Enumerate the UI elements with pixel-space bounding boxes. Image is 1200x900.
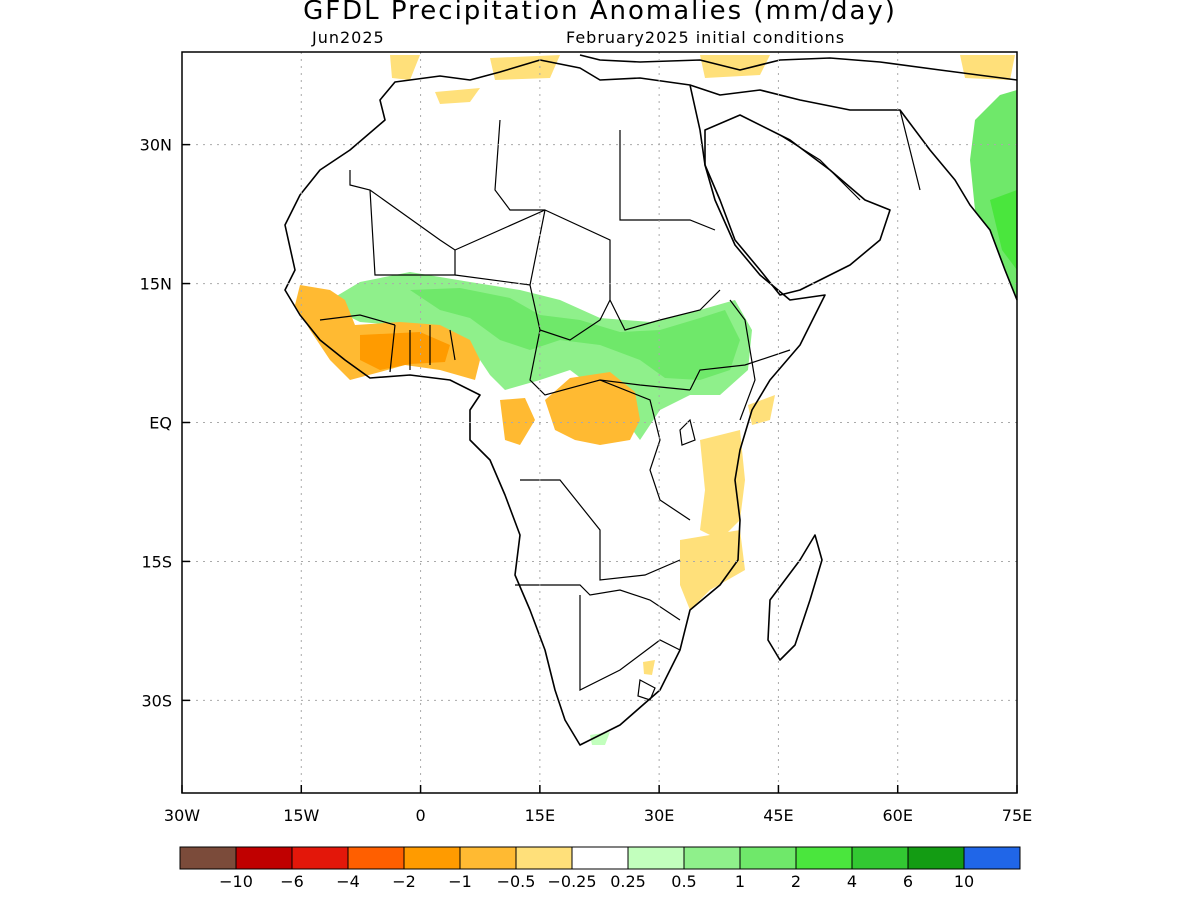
latitude-axis: 30N 15N EQ 15S 30S xyxy=(140,136,190,710)
colorbar-label: 4 xyxy=(847,872,857,891)
colorbar-swatch xyxy=(851,846,909,870)
colorbar-swatch xyxy=(907,846,965,870)
colorbar-label: −0.25 xyxy=(547,872,596,891)
colorbar-swatch xyxy=(235,846,293,870)
init-conditions-label: February2025 initial conditions xyxy=(566,28,846,47)
arabia-coastline xyxy=(704,114,891,296)
colorbar-label: 1 xyxy=(735,872,745,891)
lat-tick-label: 30S xyxy=(141,691,172,710)
dry-anomaly-north-4 xyxy=(700,55,770,78)
dry-anomaly-north-2 xyxy=(435,88,480,104)
lon-tick-label: 30W xyxy=(164,806,200,825)
lon-tick-label: 75E xyxy=(1002,806,1032,825)
graticule xyxy=(182,52,1017,793)
colorbar-swatch xyxy=(515,846,573,870)
lon-tick-label: 0 xyxy=(415,806,425,825)
colorbar-label: −10 xyxy=(219,872,253,891)
north-coast xyxy=(579,54,1018,81)
dry-anomaly-south-africa xyxy=(643,660,655,675)
lon-tick-label: 15W xyxy=(283,806,319,825)
colorbar-label: 2 xyxy=(791,872,801,891)
colorbar-swatch xyxy=(179,846,237,870)
africa-coastline xyxy=(284,59,826,746)
map-title: GFDL Precipitation Anomalies (mm/day) xyxy=(303,0,897,26)
colorbar-swatch xyxy=(739,846,797,870)
colorbar: −10 −6 −4 −2 −1 −0.5 −0.25 0.25 0.5 1 2 4 6 10 xyxy=(179,846,1021,891)
target-month-label: Jun2025 xyxy=(312,28,385,47)
longitude-axis: 30W 15W 0 15E 30E 45E 60E 75E xyxy=(164,785,1032,825)
lon-tick-label: 30E xyxy=(644,806,674,825)
colorbar-label: −6 xyxy=(280,872,304,891)
dry-anomaly-east-africa xyxy=(700,430,745,540)
dry-anomaly-west-africa-core xyxy=(360,332,450,370)
lon-tick-label: 60E xyxy=(882,806,912,825)
colorbar-label: −2 xyxy=(392,872,416,891)
lon-tick-label: 15E xyxy=(525,806,555,825)
wet-anomaly-south-africa xyxy=(590,732,610,745)
colorbar-swatch xyxy=(683,846,741,870)
dry-anomaly-mozambique xyxy=(680,530,745,610)
anomaly-shading xyxy=(295,55,1017,745)
wet-anomaly-india-core xyxy=(990,190,1017,270)
lat-tick-label: 15S xyxy=(141,552,172,571)
dry-anomaly-north-3 xyxy=(490,55,560,80)
colorbar-swatch xyxy=(347,846,405,870)
dry-anomaly-gabon xyxy=(500,398,535,445)
dry-anomaly-horn xyxy=(748,395,775,425)
colorbar-label: 10 xyxy=(954,872,974,891)
colorbar-label: 0.5 xyxy=(671,872,696,891)
colorbar-swatch xyxy=(571,846,629,870)
colorbar-swatch xyxy=(627,846,685,870)
madagascar-coastline xyxy=(767,534,823,661)
colorbar-label: −1 xyxy=(448,872,472,891)
colorbar-label: −0.5 xyxy=(497,872,536,891)
lat-tick-label: 15N xyxy=(140,275,172,294)
colorbar-swatch xyxy=(963,846,1021,870)
colorbar-swatch xyxy=(459,846,517,870)
colorbar-swatch xyxy=(403,846,461,870)
colorbar-label: −4 xyxy=(336,872,360,891)
wet-anomaly-core xyxy=(410,288,740,380)
lat-tick-label: 30N xyxy=(140,136,172,155)
colorbar-swatch xyxy=(795,846,853,870)
dry-anomaly-central-africa xyxy=(545,372,640,445)
colorbar-label: 6 xyxy=(903,872,913,891)
lon-tick-label: 45E xyxy=(763,806,793,825)
europe-asia-coastline xyxy=(689,84,1018,301)
lat-tick-label: EQ xyxy=(149,414,172,433)
colorbar-label: 0.25 xyxy=(610,872,646,891)
dry-anomaly-north-1 xyxy=(390,55,420,80)
colorbar-swatch xyxy=(291,846,349,870)
